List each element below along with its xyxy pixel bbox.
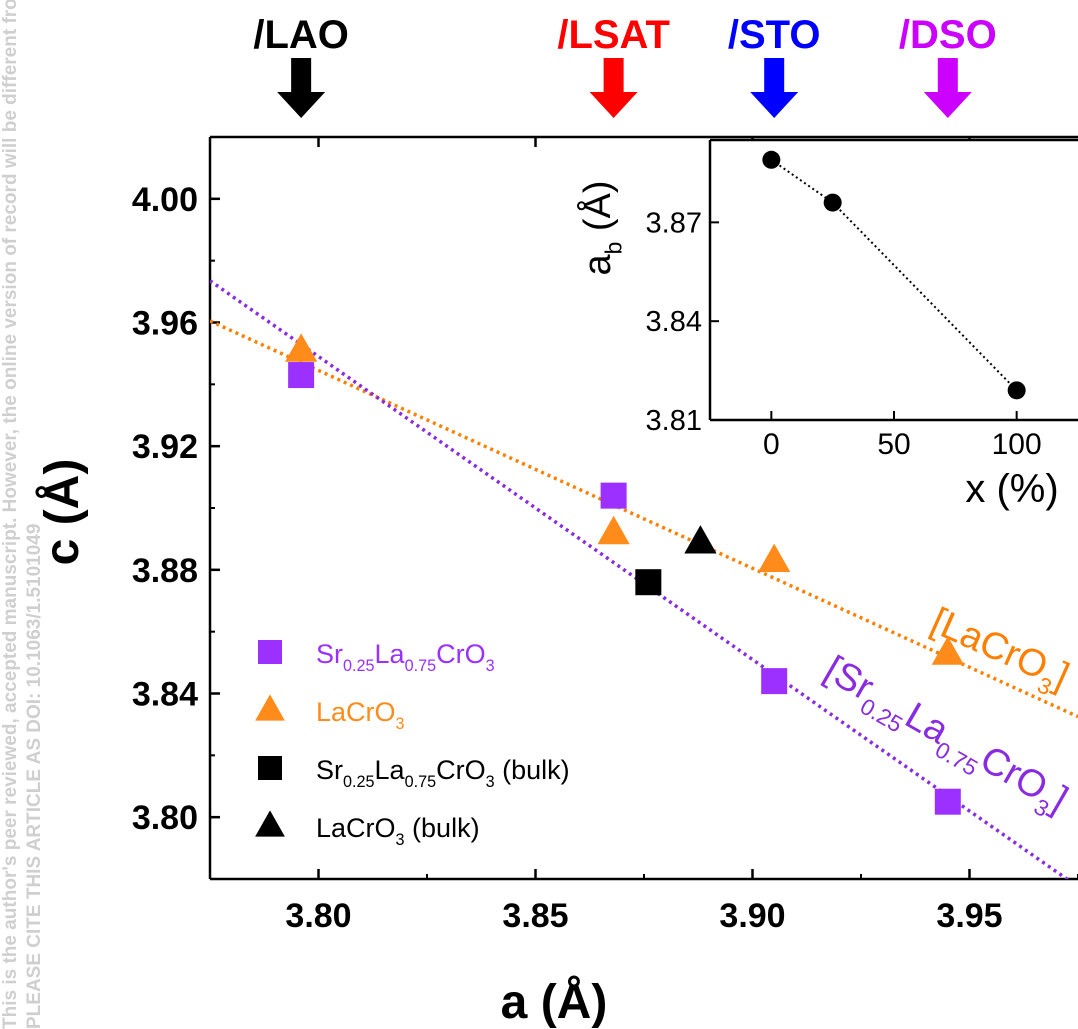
inset-y-tick-label: 3.81 <box>646 405 702 437</box>
legend-item: LaCrO3 (bulk) <box>255 810 480 849</box>
x-tick-label: 3.95 <box>936 897 1002 935</box>
inset-data-point <box>1007 381 1026 400</box>
legend-marker <box>258 756 282 780</box>
fit-line <box>210 319 1078 719</box>
inset-data-point <box>823 193 842 212</box>
inset-x-tick-label: 0 <box>763 428 780 461</box>
substrate-arrow-head <box>277 92 326 118</box>
legend-marker <box>255 694 285 721</box>
data-point <box>761 668 788 695</box>
y-tick-label: 3.96 <box>132 305 198 343</box>
substrate-arrow-shaft <box>603 58 624 92</box>
substrate-label: /DSO <box>899 13 997 57</box>
inset-y-tick-label: 3.84 <box>646 306 702 338</box>
legend-label: LaCrO3 <box>316 697 405 733</box>
substrate-arrow-head <box>923 92 972 118</box>
substrate-marker: /DSO <box>899 13 997 118</box>
substrate-arrow-shaft <box>291 58 312 92</box>
legend-marker <box>255 810 285 837</box>
legend-item: Sr0.25La0.75CrO3 <box>258 639 495 675</box>
legend-item: Sr0.25La0.75CrO3 (bulk) <box>258 755 570 791</box>
inset-x-axis-label: x (%) <box>965 467 1058 511</box>
substrate-label: /LSAT <box>557 13 670 57</box>
data-point <box>684 525 717 554</box>
x-axis-label: a (Å) <box>501 975 608 1029</box>
inset-x-tick-label: 100 <box>992 428 1042 461</box>
data-point <box>285 333 318 362</box>
y-tick-label: 3.92 <box>132 428 198 466</box>
legend-marker <box>258 640 282 664</box>
y-tick-label: 3.80 <box>132 799 198 837</box>
substrate-label: /LAO <box>253 13 349 57</box>
y-axis-label: c (Å) <box>35 459 89 566</box>
substrate-arrow-head <box>589 92 638 118</box>
data-point <box>934 788 961 815</box>
legend-label: Sr0.25La0.75CrO3 <box>316 639 495 675</box>
legend-label: LaCrO3 (bulk) <box>316 813 480 849</box>
fit-line <box>210 279 1070 879</box>
legend-label: Sr0.25La0.75CrO3 (bulk) <box>316 755 570 791</box>
substrate-arrow-head <box>750 92 799 118</box>
data-point <box>758 543 791 573</box>
x-tick-label: 3.85 <box>502 897 568 935</box>
legend-item: LaCrO3 <box>255 694 405 733</box>
inset-y-tick-label: 3.87 <box>646 207 702 239</box>
inset-series-line <box>770 158 1018 392</box>
x-tick-label: 3.80 <box>285 897 351 935</box>
inset-x-tick-label: 50 <box>877 428 910 461</box>
substrate-label: /STO <box>728 13 821 57</box>
inset-chart: 0 50 100 3.81 3.84 3.87 x (%) ab (Å) <box>575 138 1078 511</box>
y-tick-label: 3.88 <box>132 552 198 590</box>
data-point <box>597 515 630 545</box>
inset-background <box>710 140 1078 420</box>
substrate-arrow-shaft <box>764 58 785 92</box>
inset-y-axis-label: ab (Å) <box>575 180 626 275</box>
x-tick-label: 3.90 <box>719 897 785 935</box>
y-tick-label: 4.00 <box>132 181 198 219</box>
y-tick-label: 3.84 <box>132 676 198 714</box>
data-point <box>600 482 627 509</box>
substrate-marker: /LAO <box>253 13 349 118</box>
inset-data-point <box>762 150 781 169</box>
data-point <box>931 636 964 665</box>
substrate-arrow-shaft <box>937 58 958 92</box>
data-point <box>288 362 315 389</box>
substrate-marker: /STO <box>728 13 821 118</box>
substrate-marker: /LSAT <box>557 13 670 118</box>
data-point <box>635 569 662 596</box>
